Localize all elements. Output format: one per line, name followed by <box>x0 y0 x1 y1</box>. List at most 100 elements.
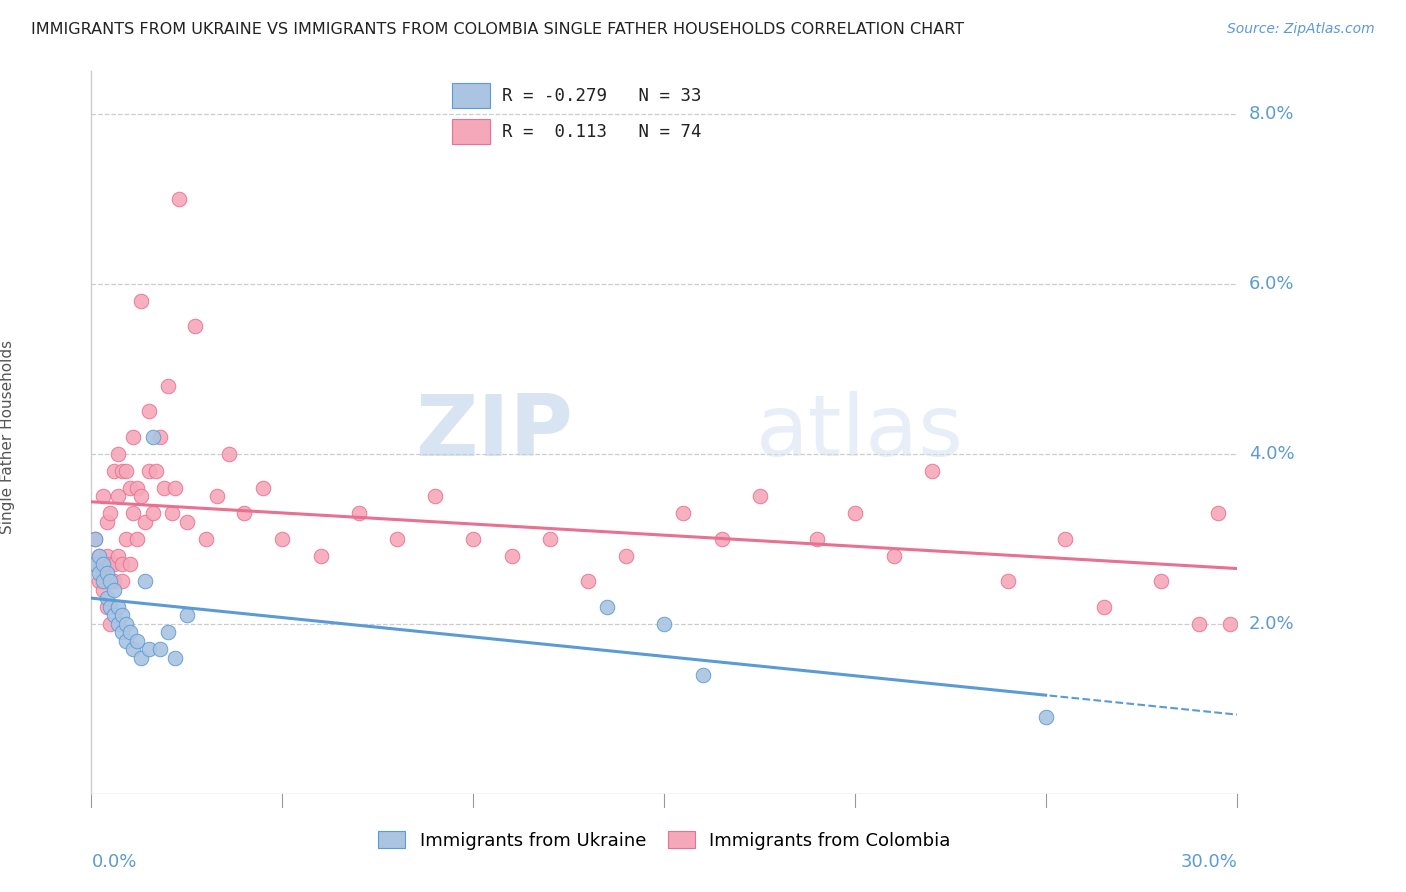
Point <box>165 481 187 495</box>
Point <box>96 549 118 563</box>
Point <box>84 532 107 546</box>
Point <box>103 608 125 623</box>
Point <box>100 574 122 589</box>
Text: atlas: atlas <box>756 391 965 475</box>
Point <box>183 319 205 334</box>
Point <box>141 507 163 521</box>
Point <box>145 464 167 478</box>
Text: R = -0.279   N = 33: R = -0.279 N = 33 <box>502 87 702 105</box>
Point <box>84 532 107 546</box>
Point <box>96 515 118 529</box>
Point <box>100 616 122 631</box>
Point <box>501 549 523 563</box>
Point <box>176 608 198 623</box>
Point <box>233 507 256 521</box>
Text: 6.0%: 6.0% <box>1249 275 1295 293</box>
Point <box>596 599 619 614</box>
Point <box>129 293 152 308</box>
Point <box>652 616 675 631</box>
Point <box>87 549 110 563</box>
Point <box>614 549 637 563</box>
Point <box>194 532 217 546</box>
Text: 8.0%: 8.0% <box>1249 105 1295 123</box>
Point <box>153 481 176 495</box>
Point <box>149 430 172 444</box>
Point <box>96 599 118 614</box>
Point <box>252 481 274 495</box>
Point <box>118 481 141 495</box>
Point <box>129 489 152 503</box>
Point <box>207 489 229 503</box>
Point <box>118 625 141 640</box>
Point <box>423 489 446 503</box>
Point <box>1206 507 1229 521</box>
Text: 2.0%: 2.0% <box>1249 615 1295 633</box>
Point <box>271 532 294 546</box>
Point <box>149 642 172 657</box>
Point <box>138 464 160 478</box>
Point <box>103 558 125 572</box>
Point <box>165 651 187 665</box>
Point <box>1219 616 1241 631</box>
Point <box>111 464 134 478</box>
Point <box>91 574 114 589</box>
Text: 0.0%: 0.0% <box>91 854 136 871</box>
Point <box>138 404 160 418</box>
Point <box>160 507 183 521</box>
Point <box>997 574 1019 589</box>
Point <box>100 599 122 614</box>
Point <box>96 591 118 606</box>
Point <box>122 642 145 657</box>
Legend: Immigrants from Ukraine, Immigrants from Colombia: Immigrants from Ukraine, Immigrants from… <box>371 824 957 857</box>
Point <box>1188 616 1211 631</box>
Point <box>748 489 770 503</box>
FancyBboxPatch shape <box>451 119 491 144</box>
Point <box>107 549 129 563</box>
Text: IMMIGRANTS FROM UKRAINE VS IMMIGRANTS FROM COLOMBIA SINGLE FATHER HOUSEHOLDS COR: IMMIGRANTS FROM UKRAINE VS IMMIGRANTS FR… <box>31 22 965 37</box>
Point <box>118 558 141 572</box>
Point <box>156 625 179 640</box>
Point <box>87 566 110 580</box>
Point <box>141 430 163 444</box>
Text: Source: ZipAtlas.com: Source: ZipAtlas.com <box>1227 22 1375 37</box>
Point <box>122 507 145 521</box>
Point <box>576 574 599 589</box>
Point <box>107 599 129 614</box>
Point <box>134 574 156 589</box>
Point <box>127 532 149 546</box>
Point <box>111 608 134 623</box>
Point <box>138 642 160 657</box>
Point <box>87 574 110 589</box>
Point <box>134 515 156 529</box>
Point <box>111 574 134 589</box>
Point <box>538 532 561 546</box>
Text: R =  0.113   N = 74: R = 0.113 N = 74 <box>502 123 702 141</box>
Point <box>347 507 370 521</box>
Point <box>114 464 136 478</box>
Point <box>127 481 149 495</box>
Point <box>1054 532 1077 546</box>
Point <box>1150 574 1173 589</box>
Text: ZIP: ZIP <box>415 391 572 475</box>
Text: 30.0%: 30.0% <box>1181 854 1237 871</box>
Point <box>114 633 136 648</box>
Point <box>100 558 122 572</box>
Point <box>91 566 114 580</box>
Point <box>882 549 904 563</box>
Point <box>844 507 866 521</box>
Point <box>921 464 943 478</box>
Point <box>107 616 129 631</box>
Point <box>129 651 152 665</box>
Point <box>218 447 240 461</box>
Point <box>114 532 136 546</box>
Point <box>1035 710 1057 724</box>
Point <box>176 515 198 529</box>
Point <box>84 558 107 572</box>
Point <box>91 582 114 597</box>
Point <box>91 558 114 572</box>
FancyBboxPatch shape <box>451 84 491 109</box>
Point <box>710 532 733 546</box>
Point <box>309 549 332 563</box>
Text: 4.0%: 4.0% <box>1249 445 1295 463</box>
Text: Single Father Households: Single Father Households <box>0 340 15 534</box>
